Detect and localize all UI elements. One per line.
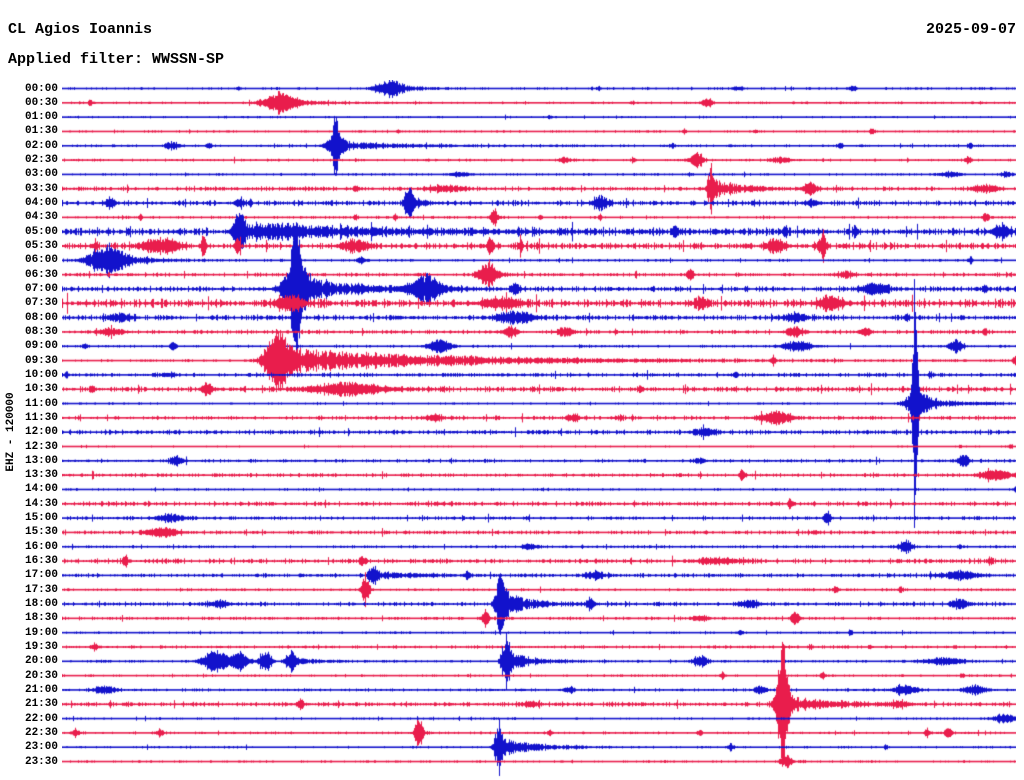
- row-label: 08:00: [24, 311, 58, 324]
- row-label: 02:30: [24, 154, 58, 167]
- row-label: 00:00: [24, 82, 58, 95]
- row-label: 09:00: [24, 340, 58, 353]
- row-label: 18:00: [24, 598, 58, 611]
- row-label: 20:00: [24, 655, 58, 668]
- row-label: 11:30: [24, 411, 58, 424]
- row-label: 22:00: [24, 712, 58, 725]
- row-label: 15:00: [24, 512, 58, 525]
- helicorder-trace-plot: [62, 80, 1016, 780]
- row-label: 08:30: [24, 325, 58, 338]
- record-date: 2025-09-07: [925, 21, 1016, 38]
- row-label: 22:30: [24, 726, 58, 739]
- row-label: 10:00: [24, 368, 58, 381]
- row-label: 01:30: [24, 125, 58, 138]
- row-label: 11:00: [24, 397, 58, 410]
- row-label: 19:00: [24, 626, 58, 639]
- applied-filter-label: Applied filter: WWSSN-SP: [8, 51, 225, 68]
- row-label: 20:30: [24, 669, 58, 682]
- row-label: 17:00: [24, 569, 58, 582]
- row-label: 17:30: [24, 583, 58, 596]
- row-label: 16:30: [24, 555, 58, 568]
- row-label: 04:30: [24, 211, 58, 224]
- row-label: 14:00: [24, 483, 58, 496]
- row-label: 09:30: [24, 354, 58, 367]
- row-label: 10:30: [24, 383, 58, 396]
- row-label: 05:30: [24, 240, 58, 253]
- row-label: 21:00: [24, 683, 58, 696]
- row-label: 03:00: [24, 168, 58, 181]
- row-label: 12:30: [24, 440, 58, 453]
- row-label: 01:00: [24, 111, 58, 124]
- row-label: 03:30: [24, 182, 58, 195]
- row-label: 06:00: [24, 254, 58, 267]
- row-label: 02:00: [24, 139, 58, 152]
- row-label: 18:30: [24, 612, 58, 625]
- row-label: 19:30: [24, 640, 58, 653]
- row-label: 14:30: [24, 497, 58, 510]
- row-label: 13:30: [24, 469, 58, 482]
- row-label: 12:00: [24, 426, 58, 439]
- station-title: CL Agios Ioannis: [8, 21, 153, 38]
- row-label: 06:30: [24, 268, 58, 281]
- row-label: 05:00: [24, 225, 58, 238]
- row-label: 13:00: [24, 454, 58, 467]
- row-label: 21:30: [24, 698, 58, 711]
- row-label: 04:00: [24, 197, 58, 210]
- row-label: 00:30: [24, 96, 58, 109]
- row-label: 23:30: [24, 755, 58, 768]
- row-label: 07:00: [24, 282, 58, 295]
- row-label: 07:30: [24, 297, 58, 310]
- row-label: 23:00: [24, 741, 58, 754]
- row-label: 15:30: [24, 526, 58, 539]
- time-axis-labels: 00:00 00:30 01:00 01:30 02:00 02:30 03:00 03:30…: [0, 0, 58, 780]
- row-label: 16:00: [24, 540, 58, 553]
